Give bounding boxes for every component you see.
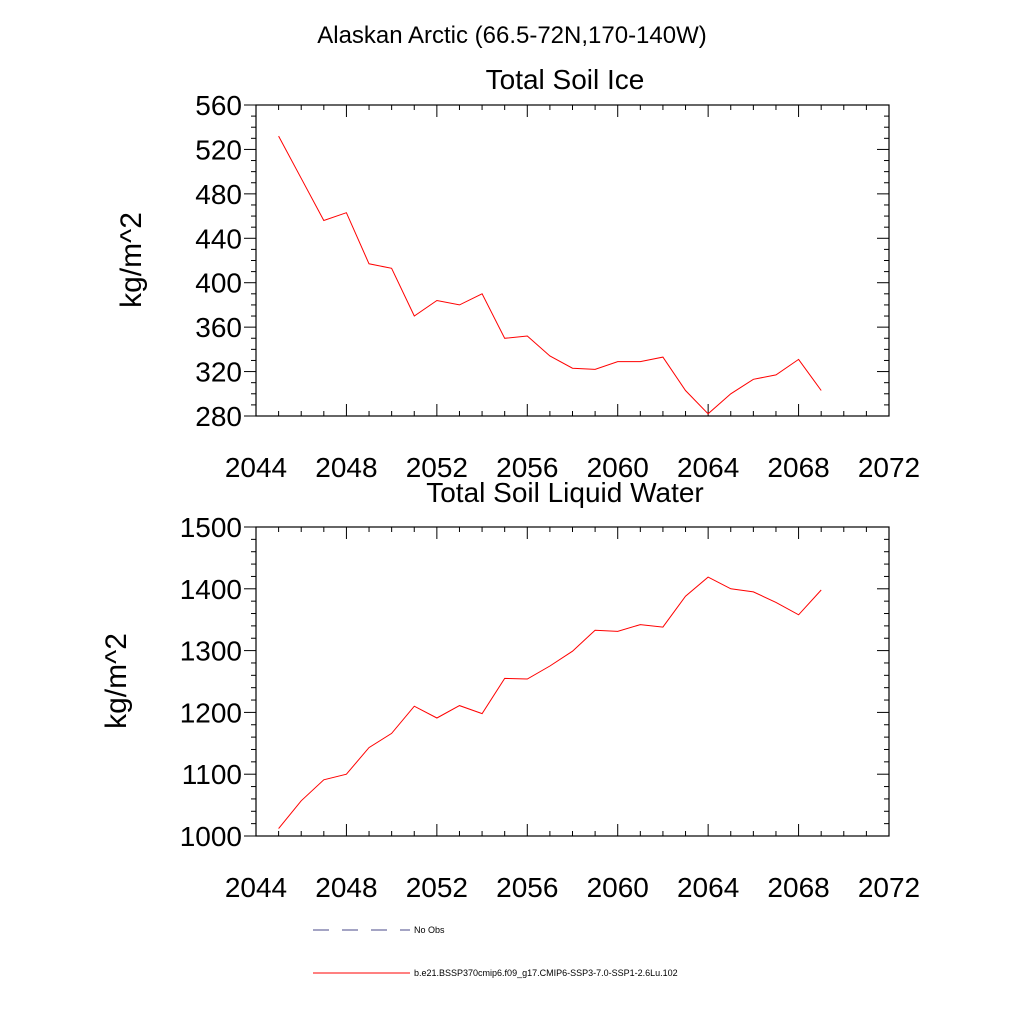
- x-tick-label: 2064: [677, 872, 739, 903]
- y-tick-label: 480: [195, 179, 242, 210]
- y-tick-label: 1500: [180, 512, 242, 543]
- x-tick-label: 2048: [315, 872, 377, 903]
- x-tick-label: 2044: [225, 872, 287, 903]
- y-tick-label: 1300: [180, 636, 242, 667]
- x-tick-label: 2052: [406, 872, 468, 903]
- legend-label-model-run: b.e21.BSSP370cmip6.f09_g17.CMIP6-SSP3-7.…: [414, 968, 678, 978]
- x-tick-label: 2068: [767, 872, 829, 903]
- series-line: [278, 135, 822, 415]
- y-tick-label: 1100: [182, 759, 242, 790]
- legend-label-no-obs: No Obs: [414, 925, 445, 935]
- x-tick-label: 2060: [587, 452, 649, 483]
- x-tick-label: 2052: [406, 452, 468, 483]
- y-tick-label: 280: [195, 401, 242, 432]
- legend: No Obs b.e21.BSSP370cmip6.f09_g17.CMIP6-…: [313, 925, 678, 978]
- y-tick-label: 560: [195, 90, 242, 121]
- y-tick-label: 400: [195, 268, 242, 299]
- panel-title: Total Soil Ice: [486, 64, 645, 95]
- y-tick-label: 320: [195, 357, 242, 388]
- x-tick-label: 2048: [315, 452, 377, 483]
- x-tick-label: 2060: [587, 872, 649, 903]
- x-tick-label: 2068: [767, 452, 829, 483]
- y-tick-label: 440: [195, 223, 242, 254]
- y-tick-label: 360: [195, 312, 242, 343]
- x-tick-label: 2072: [858, 452, 920, 483]
- panel-title: Total Soil Liquid Water: [426, 477, 704, 508]
- figure-title: Alaskan Arctic (66.5-72N,170-140W): [317, 22, 707, 49]
- panel-total-soil-ice: Total Soil Ice kg/m^2 2044 2048 2052 2056 20…: [115, 64, 920, 483]
- panel-total-soil-liquid-water: Total Soil Liquid Water kg/m^2 2044 2048 2…: [100, 477, 920, 903]
- plot-frame: [255, 104, 890, 417]
- y-tick-label: 1400: [180, 574, 242, 605]
- x-tick-label: 2064: [677, 452, 739, 483]
- x-tick-label: 2056: [496, 452, 558, 483]
- plot-frame: [255, 526, 890, 837]
- y-tick-label: 1200: [180, 697, 242, 728]
- y-axis-label: kg/m^2: [100, 633, 133, 729]
- series-line: [278, 576, 822, 829]
- y-tick-label: 1000: [180, 821, 242, 852]
- y-tick-label: 520: [195, 134, 242, 165]
- x-tick-label: 2072: [858, 872, 920, 903]
- y-axis-label: kg/m^2: [115, 212, 148, 308]
- x-tick-label: 2056: [496, 872, 558, 903]
- x-tick-label: 2044: [225, 452, 287, 483]
